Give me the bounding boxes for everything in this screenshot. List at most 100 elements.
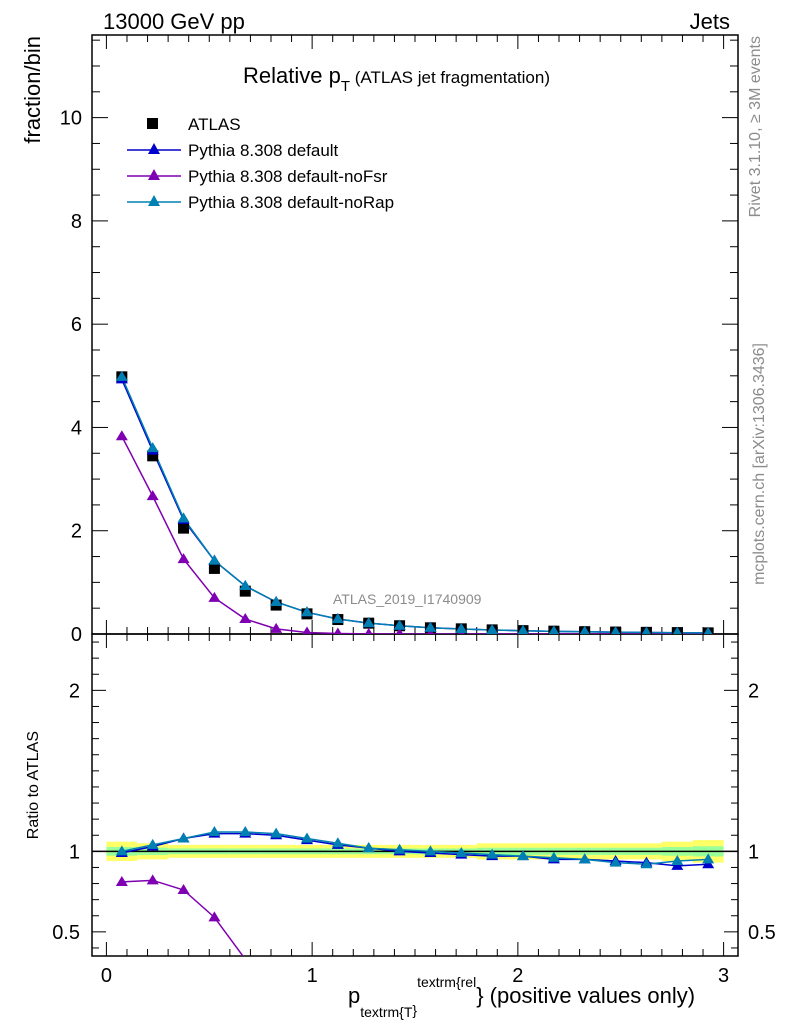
ratio-point-noFsr — [177, 883, 190, 894]
point-noRap — [362, 617, 375, 628]
ratio-line-noFsr — [121, 879, 244, 956]
ratio-y-tick-label-right: 1 — [748, 841, 759, 863]
ratio-point-noRap — [146, 838, 159, 849]
y-tick-label: 4 — [71, 417, 82, 439]
point-noRap — [517, 624, 529, 634]
ratio-y-tick-label-left: 0.5 — [52, 922, 80, 944]
point-noRap — [672, 626, 682, 634]
point-noRap — [177, 512, 190, 523]
legend-label-default: Pythia 8.308 default — [188, 141, 339, 160]
y-axis-label: fraction/bin — [20, 36, 45, 144]
ratio-y-tick-label-right: 2 — [748, 680, 759, 702]
title-main: Relative p — [243, 63, 341, 88]
point-noFsr — [115, 430, 128, 441]
x-label-sup: textrm{rel — [417, 974, 476, 990]
point-noRap — [393, 619, 406, 630]
chart-title: Relative pT (ATLAS jet fragmentation) — [243, 63, 550, 95]
point-noRap — [208, 554, 221, 565]
y-tick-label: 6 — [71, 314, 82, 336]
point-noRap — [115, 370, 128, 381]
header-right: Jets — [690, 9, 730, 34]
point-noFsr — [208, 591, 221, 602]
legend-label-nofsr: Pythia 8.308 default-noFsr — [188, 167, 388, 186]
y-tick-label: 8 — [71, 211, 82, 233]
point-noRap — [331, 613, 344, 624]
point-noFsr — [239, 613, 252, 624]
point-noRap — [579, 625, 590, 634]
point-noFsr — [395, 627, 404, 634]
point-noFsr — [333, 627, 342, 634]
ratio-point-noRap — [239, 826, 252, 837]
x-label-brace: } — [412, 1002, 417, 1018]
point-noRap — [424, 621, 437, 632]
ratio-line-default — [121, 832, 709, 867]
y-tick-label: 10 — [60, 108, 82, 130]
ratio-point-noRap — [640, 858, 653, 869]
point-noRap — [300, 606, 313, 617]
ratio-point-noRap — [115, 845, 128, 856]
ratio-point-noRap — [609, 856, 622, 867]
main-series-markers — [115, 370, 714, 634]
point-atlas — [147, 450, 159, 462]
legend-marker-atlas — [147, 118, 158, 129]
point-noRap — [455, 622, 468, 633]
ratio-point-noRap — [702, 853, 715, 864]
point-noRap — [146, 442, 159, 453]
ratio-line-noRap — [121, 831, 709, 865]
point-noFsr — [177, 553, 190, 564]
analysis-watermark: ATLAS_2019_I1740909 — [333, 591, 482, 607]
ratio-point-noRap — [547, 851, 560, 862]
ratio-y-tick-label-right: 0.5 — [748, 922, 776, 944]
ratio-point-noFsr — [115, 875, 128, 886]
legend-marker-default — [148, 143, 160, 154]
ratio-point-noRap — [486, 848, 499, 859]
point-noFsr — [302, 626, 312, 634]
ratio-y-tick-label-left: 2 — [69, 680, 80, 702]
header-left: 13000 GeV pp — [103, 9, 245, 34]
point-noFsr — [365, 627, 373, 634]
legend-marker-norap — [148, 195, 160, 206]
mcplots-label: mcplots.cern.ch [arXiv:1306.3436] — [751, 343, 768, 585]
legend: ATLAS Pythia 8.308 default Pythia 8.308 … — [127, 115, 394, 212]
y-tick-label: 0 — [71, 624, 82, 646]
rivet-label: Rivet 3.1.10, ≥ 3M events — [747, 36, 764, 217]
ratio-series-lines — [121, 831, 709, 956]
legend-marker-nofsr — [148, 169, 160, 180]
title-sub: T — [341, 78, 350, 95]
ratio-y-axis-label: Ratio to ATLAS — [25, 731, 42, 839]
ratio-point-noRap — [362, 842, 375, 853]
x-label-sub: textrm{T — [360, 1004, 413, 1020]
point-atlas — [208, 562, 220, 574]
ratio-y-tick-label-left: 1 — [69, 841, 80, 863]
ratio-point-noRap — [578, 853, 591, 864]
point-noRap — [548, 625, 560, 634]
x-tick-label: 1 — [307, 965, 318, 987]
ratio-point-noRap — [177, 832, 190, 843]
ratio-point-noRap — [331, 837, 344, 848]
ratio-point-noRap — [300, 832, 313, 843]
ratio-point-noFsr — [146, 874, 159, 885]
x-tick-label: 3 — [718, 965, 729, 987]
ratio-point-noFsr — [208, 911, 221, 922]
point-atlas — [239, 585, 251, 597]
x-label-rest: } (positive values only) — [476, 983, 695, 1008]
point-noRap — [610, 626, 621, 634]
ratio-point-noRap — [393, 843, 406, 854]
point-noRap — [239, 579, 252, 590]
point-noFsr — [146, 490, 159, 501]
legend-label-norap: Pythia 8.308 default-noRap — [188, 193, 394, 212]
point-noRap — [270, 595, 283, 606]
x-tick-label: 2 — [512, 965, 523, 987]
point-atlas — [178, 522, 190, 534]
x-label-p: p — [348, 983, 360, 1008]
ratio-point-noRap — [671, 855, 684, 866]
x-tick-label: 0 — [101, 965, 112, 987]
ratio-point-noRap — [455, 846, 468, 857]
ratio-series-markers — [115, 826, 715, 922]
point-noFsr — [270, 622, 283, 633]
y-tick-label: 2 — [71, 521, 82, 543]
ratio-panel-frame — [91, 633, 739, 957]
point-noRap — [486, 623, 499, 634]
legend-label-atlas: ATLAS — [188, 115, 241, 134]
